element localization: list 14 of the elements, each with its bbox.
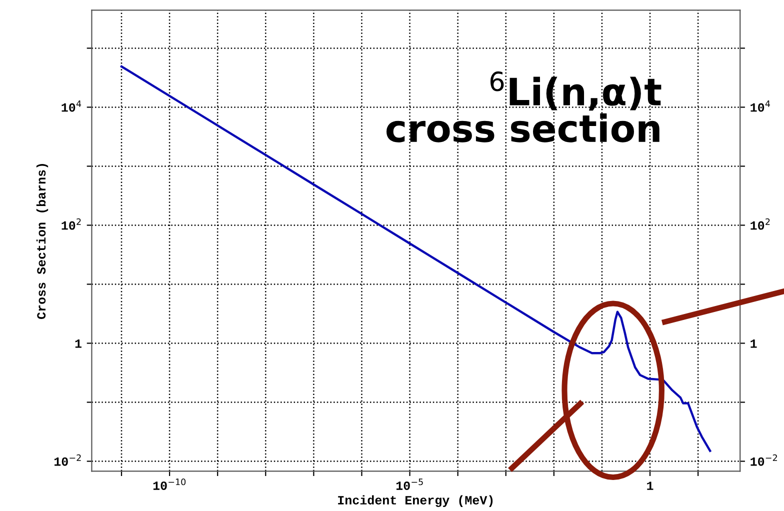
x-tick-label: 1 — [647, 482, 654, 490]
y-tick-label: 10$^{2}$ — [62, 218, 81, 230]
y-axis-title: Cross Section (barns) — [36, 164, 48, 319]
text: 10$^{−2}$ — [750, 454, 777, 466]
text: $^{6}$Li(n,α)t cross section — [386, 71, 662, 142]
x-axis-title: Incident Energy (MeV) — [338, 495, 493, 507]
y-tick-label: 10$^{4}$ — [62, 100, 82, 112]
text: 10$^{4}$ — [750, 100, 770, 112]
text: 1 — [750, 340, 757, 348]
x-tick-label: 10$^{−10}$ — [153, 478, 186, 490]
x-tick-label: 10$^{−5}$ — [396, 478, 423, 490]
text: 10$^{2}$ — [750, 218, 770, 230]
y-tick-label: 10$^{−2}$ — [54, 454, 81, 466]
y-tick-label: 1 — [75, 340, 82, 348]
